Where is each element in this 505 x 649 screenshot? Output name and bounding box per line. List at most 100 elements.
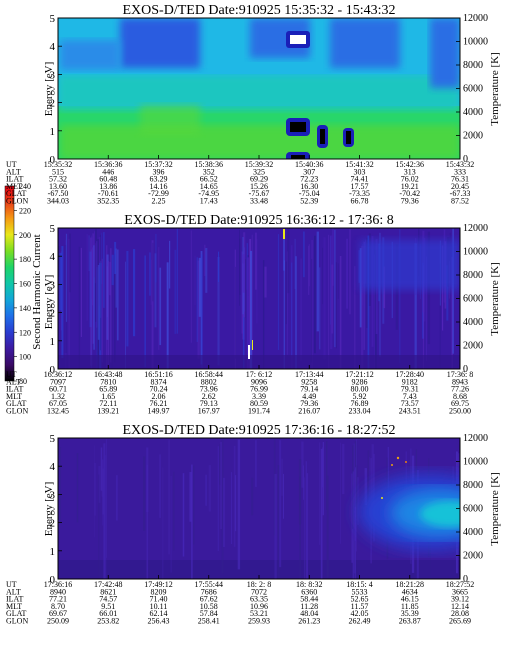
ephemeris-value: 325 xyxy=(253,167,265,176)
ephemeris-value: 259.93 xyxy=(248,617,270,626)
ephemeris-row-label: ALT xyxy=(6,587,21,596)
ephemeris-value: 8802 xyxy=(201,377,217,386)
ephemeris-value: 2.25 xyxy=(152,197,166,206)
ephemeris-value: 17:13:44 xyxy=(295,370,323,379)
ephemeris-row-label: MLT xyxy=(6,392,22,401)
ephemeris-value: 57.32 xyxy=(49,175,67,184)
spectrogram-3 xyxy=(58,438,460,579)
ephemeris-value: 20.45 xyxy=(451,182,469,191)
ephemeris-value: 16:43:48 xyxy=(94,370,122,379)
ephemeris-value: 352.35 xyxy=(97,197,119,206)
ephemeris-value: 74.41 xyxy=(351,175,369,184)
panel-title: EXOS-D/TED Date:910925 17:36:16 - 18:27:… xyxy=(123,423,396,438)
ephemeris-row-label: ALT xyxy=(6,167,21,176)
ephemeris-row-label: GLAT xyxy=(6,609,27,618)
ephemeris-value: 253.82 xyxy=(97,617,119,626)
ephemeris-value: 250.09 xyxy=(47,617,69,626)
y-tick-label: 1 xyxy=(50,126,56,138)
ephemeris-value: 35.39 xyxy=(401,609,419,618)
y-tick-label: 1 xyxy=(50,546,56,558)
ephemeris-value: 13.60 xyxy=(49,182,67,191)
ephemeris-value: -67.33 xyxy=(450,189,471,198)
ephemeris-value: 87.52 xyxy=(451,197,469,206)
ephemeris-value: 446 xyxy=(102,167,114,176)
ephemeris-value: 515 xyxy=(52,167,64,176)
ephemeris-value: 2.62 xyxy=(202,392,216,401)
y-tick-label: 4 xyxy=(50,461,56,473)
ephemeris-value: 10.96 xyxy=(250,602,268,611)
ephemeris-value: 7.43 xyxy=(403,392,417,401)
y-tick-label: 5 xyxy=(50,433,56,445)
ephemeris-value: 17.57 xyxy=(351,182,369,191)
ephemeris-value: 17:42:48 xyxy=(94,580,122,589)
ephemeris-value: 58.44 xyxy=(300,595,318,604)
ephemeris-value: 74.57 xyxy=(99,595,117,604)
colorbar: 80 100 120 140 160 180 200 220 240 Second Harmon… xyxy=(4,182,43,386)
ephemeris-value: 8374 xyxy=(151,377,167,386)
y2-tick-label: 12000 xyxy=(463,13,488,24)
ephemeris-value: 10.11 xyxy=(150,602,168,611)
ephemeris-value: -75.67 xyxy=(249,189,270,198)
ephemeris-value: 17:49:12 xyxy=(144,580,172,589)
ephemeris-value: 132.45 xyxy=(47,407,69,416)
ephemeris-value: 1.65 xyxy=(101,392,115,401)
ephemeris-value: 14.16 xyxy=(150,182,168,191)
y-tick-label: 0 xyxy=(50,154,56,166)
ephemeris-value: 9258 xyxy=(301,377,317,386)
ephemeris-value: 333 xyxy=(454,167,466,176)
ephemeris-value: 52.39 xyxy=(300,197,318,206)
ephemeris-value: 52.65 xyxy=(351,595,369,604)
y2-tick-label: 6000 xyxy=(463,84,483,95)
ephemeris-value: 3665 xyxy=(452,587,468,596)
ephemeris-value: 265.69 xyxy=(449,617,471,626)
ephemeris-value: 72.11 xyxy=(99,399,117,408)
ephemeris-value: 10.58 xyxy=(200,602,218,611)
ephemeris-value: -73.35 xyxy=(349,189,370,198)
ephemeris-value: -75.04 xyxy=(299,189,320,198)
ephemeris-value: 7810 xyxy=(100,377,116,386)
panel-3: EXOS-D/TED Date:910925 17:36:16 - 18:27:… xyxy=(6,423,501,626)
ephemeris-value: 216.07 xyxy=(298,407,320,416)
ephemeris-value: 6360 xyxy=(301,587,317,596)
y-tick-label: 0 xyxy=(50,574,56,586)
ephemeris-value: 69.75 xyxy=(451,399,469,408)
ephemeris-value: 67.62 xyxy=(200,595,218,604)
ephemeris-value: -67.50 xyxy=(48,189,69,198)
y2-tick-label: 4000 xyxy=(463,317,483,328)
colorbar-tick-label: 200 xyxy=(19,231,31,240)
ephemeris-value: 73.57 xyxy=(401,399,419,408)
ephemeris-value: 60.48 xyxy=(99,175,117,184)
ephemeris-value: 149.97 xyxy=(148,407,170,416)
ephemeris-value: 1.32 xyxy=(51,392,65,401)
y-tick-label: 3 xyxy=(50,279,56,291)
ephemeris-value: 77.21 xyxy=(49,595,67,604)
ephemeris-value: 15:39:32 xyxy=(245,160,273,169)
ephemeris-value: 66.78 xyxy=(351,197,369,206)
colorbar-swatch xyxy=(4,185,15,382)
ephemeris-value: 71.40 xyxy=(150,595,168,604)
ephemeris-value: 76.99 xyxy=(250,385,268,394)
ephemeris-value: -72.99 xyxy=(148,189,169,198)
ephemeris-value: 18: 8:32 xyxy=(296,580,322,589)
ephemeris-value: 7097 xyxy=(50,377,66,386)
ephemeris-value: 13.86 xyxy=(99,182,117,191)
ephemeris-value: -70.61 xyxy=(98,189,119,198)
y-tick-label: 3 xyxy=(50,489,56,501)
ephemeris-value: 66.01 xyxy=(99,609,117,618)
ephemeris-value: 5.92 xyxy=(353,392,367,401)
ephemeris-value: 76.31 xyxy=(451,175,469,184)
ephemeris-value: 15:41:32 xyxy=(345,160,373,169)
ephemeris-value: 15:38:36 xyxy=(195,160,223,169)
y2-tick-label: 10000 xyxy=(463,37,488,48)
ephemeris-row-label: GLON xyxy=(6,407,28,416)
ephemeris-value: 7686 xyxy=(201,587,217,596)
y2-tick-label: 0 xyxy=(463,574,468,585)
ephemeris-value: 17:28:40 xyxy=(396,370,424,379)
ephemeris-row-label: UT xyxy=(6,580,17,589)
ephemeris-value: 8940 xyxy=(50,587,66,596)
y2-axis-label: Temperature [K] xyxy=(489,472,501,545)
ephemeris-row-label: ILAT xyxy=(6,175,23,184)
ephemeris-value: 9182 xyxy=(402,377,418,386)
ephemeris-row-label: ILAT xyxy=(6,595,23,604)
